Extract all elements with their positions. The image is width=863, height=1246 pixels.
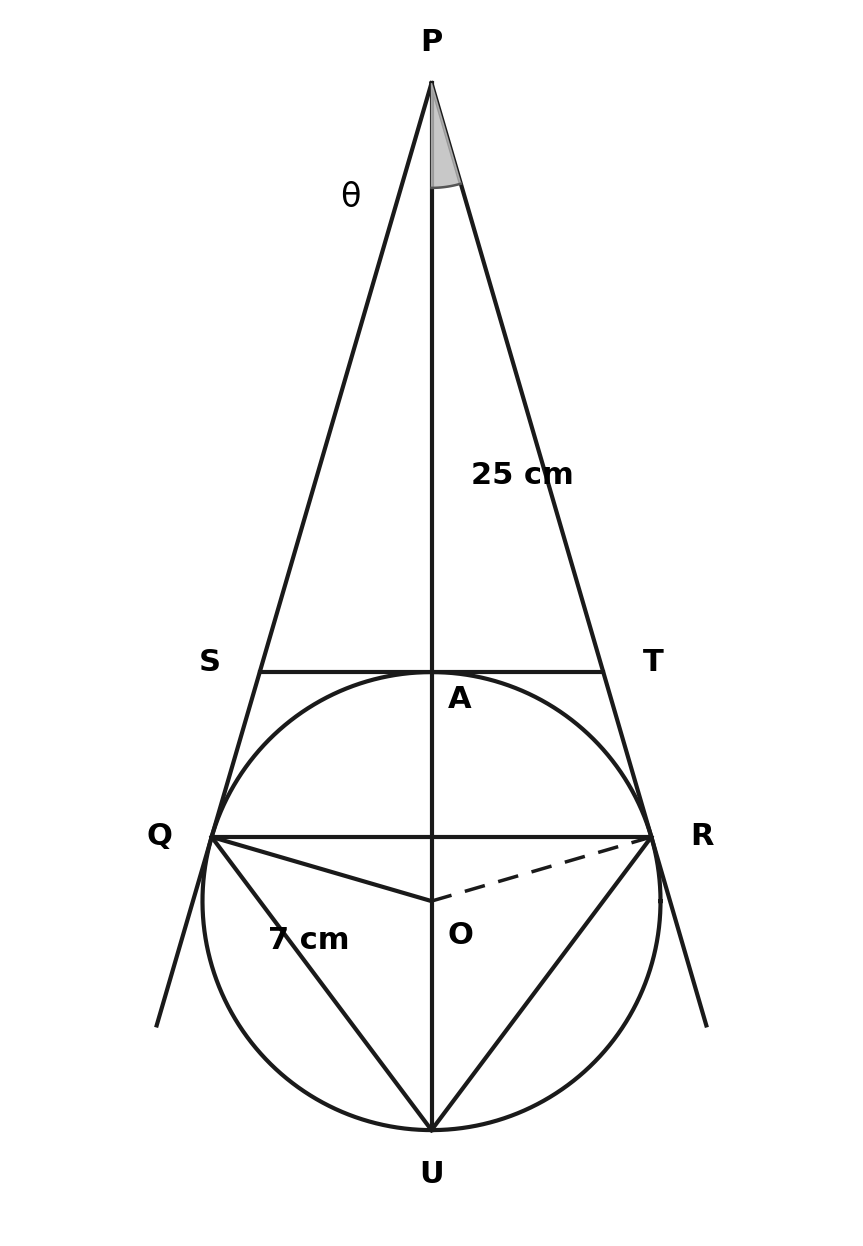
Text: T: T [643, 648, 664, 677]
Text: U: U [419, 1160, 444, 1189]
Text: S: S [198, 648, 220, 677]
Text: A: A [448, 685, 471, 714]
Text: 25 cm: 25 cm [470, 461, 574, 490]
Text: O: O [448, 921, 474, 949]
Text: P: P [420, 27, 443, 57]
Text: R: R [690, 822, 714, 851]
Text: θ: θ [340, 181, 361, 214]
Text: 7 cm: 7 cm [268, 926, 350, 954]
Polygon shape [432, 83, 461, 188]
Text: Q: Q [147, 822, 173, 851]
